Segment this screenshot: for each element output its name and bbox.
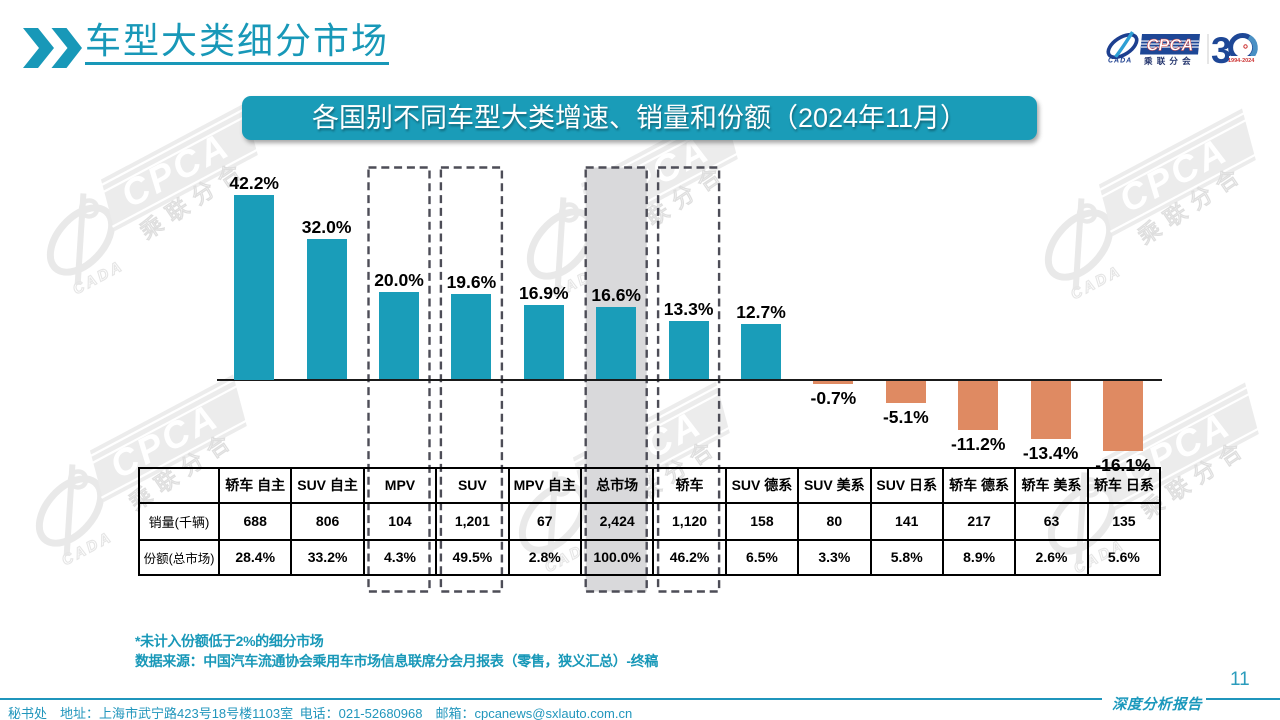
svg-text:CADA: CADA bbox=[1108, 58, 1132, 65]
svg-text:乘联分会: 乘联分会 bbox=[1143, 56, 1195, 66]
svg-text:CPCA: CPCA bbox=[1147, 37, 1194, 55]
svg-text:3: 3 bbox=[1211, 30, 1232, 68]
svg-text:1994-2024: 1994-2024 bbox=[1228, 58, 1255, 64]
